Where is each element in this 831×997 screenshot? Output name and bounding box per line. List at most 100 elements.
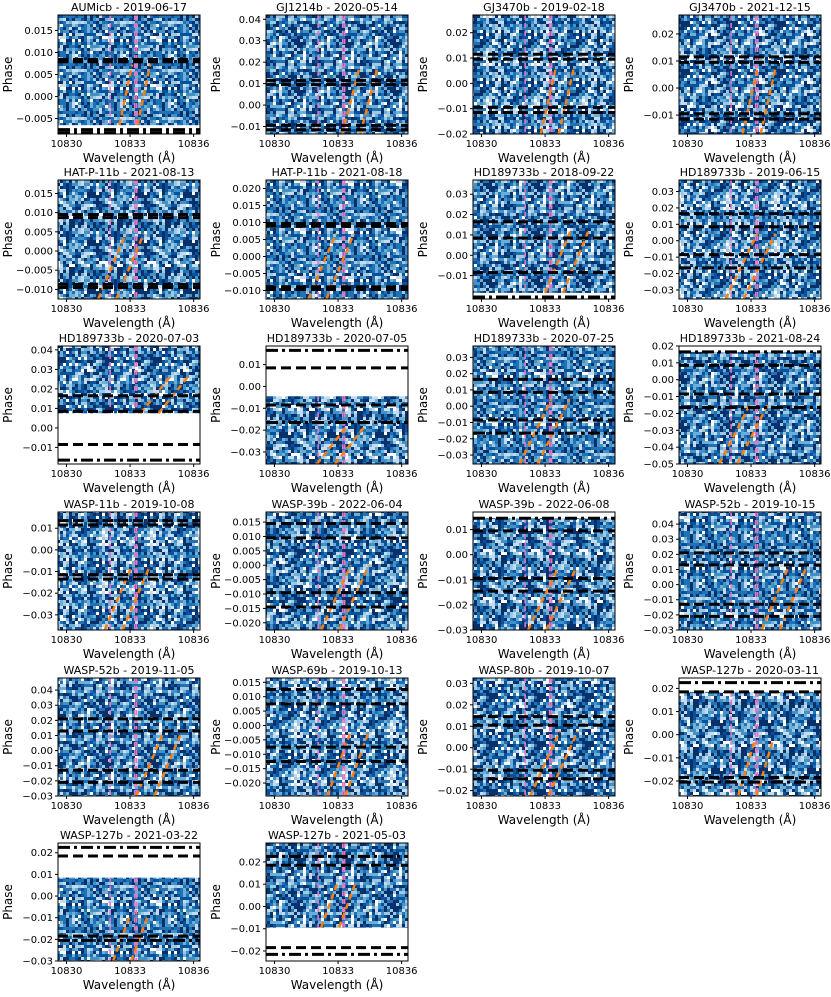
x-tick-label: 10830: [466, 801, 498, 812]
heatmap-cells: [58, 15, 200, 126]
panel-19: WASP-80b - 2019-10-07 10830 10833 10836 −0.0…: [416, 664, 625, 827]
y-tick-label: 0.02: [652, 29, 674, 40]
y-tick-label: −0.010: [16, 285, 53, 296]
x-tick-label: 10836: [799, 635, 831, 646]
y-tick-label: 0.00: [652, 84, 674, 95]
y-tick-label: 0.01: [446, 54, 468, 65]
x-tick-label: 10830: [672, 469, 704, 480]
axes-frame: [472, 179, 616, 300]
y-tick-label: 0.00: [31, 423, 53, 434]
x-axis-label: Wavelength (Å): [83, 480, 176, 495]
x-tick-label: 10836: [593, 635, 625, 646]
y-tick-label: 0.020: [232, 184, 261, 195]
axes-frame: [265, 842, 409, 962]
y-axis-label: Phase: [209, 57, 223, 93]
y-tick-label: 0.02: [239, 58, 261, 69]
x-axis-label: Wavelength (Å): [291, 480, 384, 495]
panel-title: WASP-127b - 2021-05-03: [268, 829, 406, 842]
x-tick-label: 10830: [672, 139, 704, 150]
y-tick-label: 0.005: [232, 546, 261, 557]
y-tick-label: −0.020: [224, 779, 261, 790]
y-tick-label: 0.010: [24, 208, 53, 219]
x-axis-label: Wavelength (Å): [704, 480, 797, 495]
planet-track: [153, 730, 184, 796]
y-tick-label: 0.000: [232, 721, 261, 732]
x-tick-label: 10836: [799, 801, 831, 812]
x-tick-label: 10836: [178, 635, 210, 646]
y-axis-label: Phase: [416, 57, 430, 93]
panel-21: WASP-127b - 2021-03-22 10830 10833 10836 −0.…: [1, 829, 210, 992]
y-tick-label: −0.02: [437, 600, 468, 611]
planet-track: [103, 564, 134, 630]
y-tick-label: 0.00: [446, 550, 468, 561]
y-tick-label: 0.01: [239, 360, 261, 371]
heatmap-cells: [58, 346, 200, 414]
y-tick-label: −0.010: [224, 750, 261, 761]
y-axis-label: Phase: [209, 719, 223, 755]
axes-frame: [472, 14, 616, 135]
y-axis-label: Phase: [1, 719, 15, 755]
y-tick-label: −0.020: [224, 618, 261, 629]
planet-track: [741, 68, 759, 134]
x-axis-label: Wavelength (Å): [498, 315, 591, 330]
x-axis-label: Wavelength (Å): [704, 646, 797, 661]
y-axis-label: Phase: [1, 222, 15, 258]
y-tick-label: −0.05: [643, 460, 674, 471]
axes-frame: [57, 842, 201, 962]
x-axis-label: Wavelength (Å): [704, 315, 797, 330]
y-tick-label: 0.005: [24, 70, 53, 81]
planet-track: [338, 564, 370, 630]
x-tick-label: 10836: [799, 139, 831, 150]
panel-title: AUMicb - 2019-06-17: [71, 1, 187, 14]
y-tick-label: 0.01: [446, 722, 468, 733]
y-axis-label: Phase: [416, 222, 430, 258]
y-tick-label: 0.00: [446, 743, 468, 754]
y-axis-label: Phase: [209, 387, 223, 423]
axes-frame: [57, 345, 201, 465]
panel-2: GJ1214b - 2020-05-14 10830 10833 10836 −0.01…: [209, 1, 418, 165]
panel-4: GJ3470b - 2021-12-15 10830 10833 10836 −0.01…: [622, 1, 831, 165]
x-tick-label: 10830: [259, 469, 291, 480]
x-tick-label: 10833: [529, 801, 561, 812]
heatmap-cells: [473, 180, 615, 293]
panel-title: GJ1214b - 2020-05-14: [276, 1, 398, 14]
y-axis-label: Phase: [416, 553, 430, 589]
y-tick-label: −0.02: [22, 935, 53, 946]
y-axis-label: Phase: [1, 553, 15, 589]
axes-frame: [265, 511, 409, 631]
y-tick-label: −0.005: [224, 735, 261, 746]
x-tick-label: 10833: [322, 304, 354, 315]
x-tick-label: 10836: [178, 139, 210, 150]
planet-track: [136, 64, 152, 126]
y-tick-label: −0.005: [224, 269, 261, 280]
x-tick-label: 10830: [672, 635, 704, 646]
x-axis-label: Wavelength (Å): [498, 150, 591, 165]
x-tick-label: 10836: [593, 304, 625, 315]
axes-frame: [678, 345, 822, 465]
y-tick-label: −0.010: [224, 286, 261, 297]
x-tick-label: 10836: [178, 801, 210, 812]
x-axis-label: Wavelength (Å): [83, 150, 176, 165]
x-axis-label: Wavelength (Å): [704, 812, 797, 827]
y-tick-label: 0.01: [31, 870, 53, 881]
planet-track: [121, 564, 152, 630]
heatmap-cells: [266, 180, 408, 299]
panel-title: HD189733b - 2019-06-15: [680, 166, 821, 179]
planet-track: [315, 425, 348, 464]
y-tick-label: 0.00: [239, 382, 261, 393]
panel-title: GJ3470b - 2019-02-18: [483, 1, 605, 14]
heatmap-cells: [679, 180, 821, 299]
x-tick-label: 10830: [51, 966, 83, 977]
x-tick-label: 10830: [466, 635, 498, 646]
y-tick-label: 0.000: [24, 247, 53, 258]
axes-frame: [265, 14, 409, 135]
y-axis-label: Phase: [622, 553, 636, 589]
y-tick-label: −0.01: [643, 595, 674, 606]
y-tick-label: −0.03: [643, 626, 674, 637]
planet-track: [518, 398, 553, 464]
y-tick-label: −0.015: [224, 604, 261, 615]
x-axis-label: Wavelength (Å): [498, 646, 591, 661]
y-tick-label: 0.000: [24, 92, 53, 103]
y-tick-label: 0.00: [239, 902, 261, 913]
